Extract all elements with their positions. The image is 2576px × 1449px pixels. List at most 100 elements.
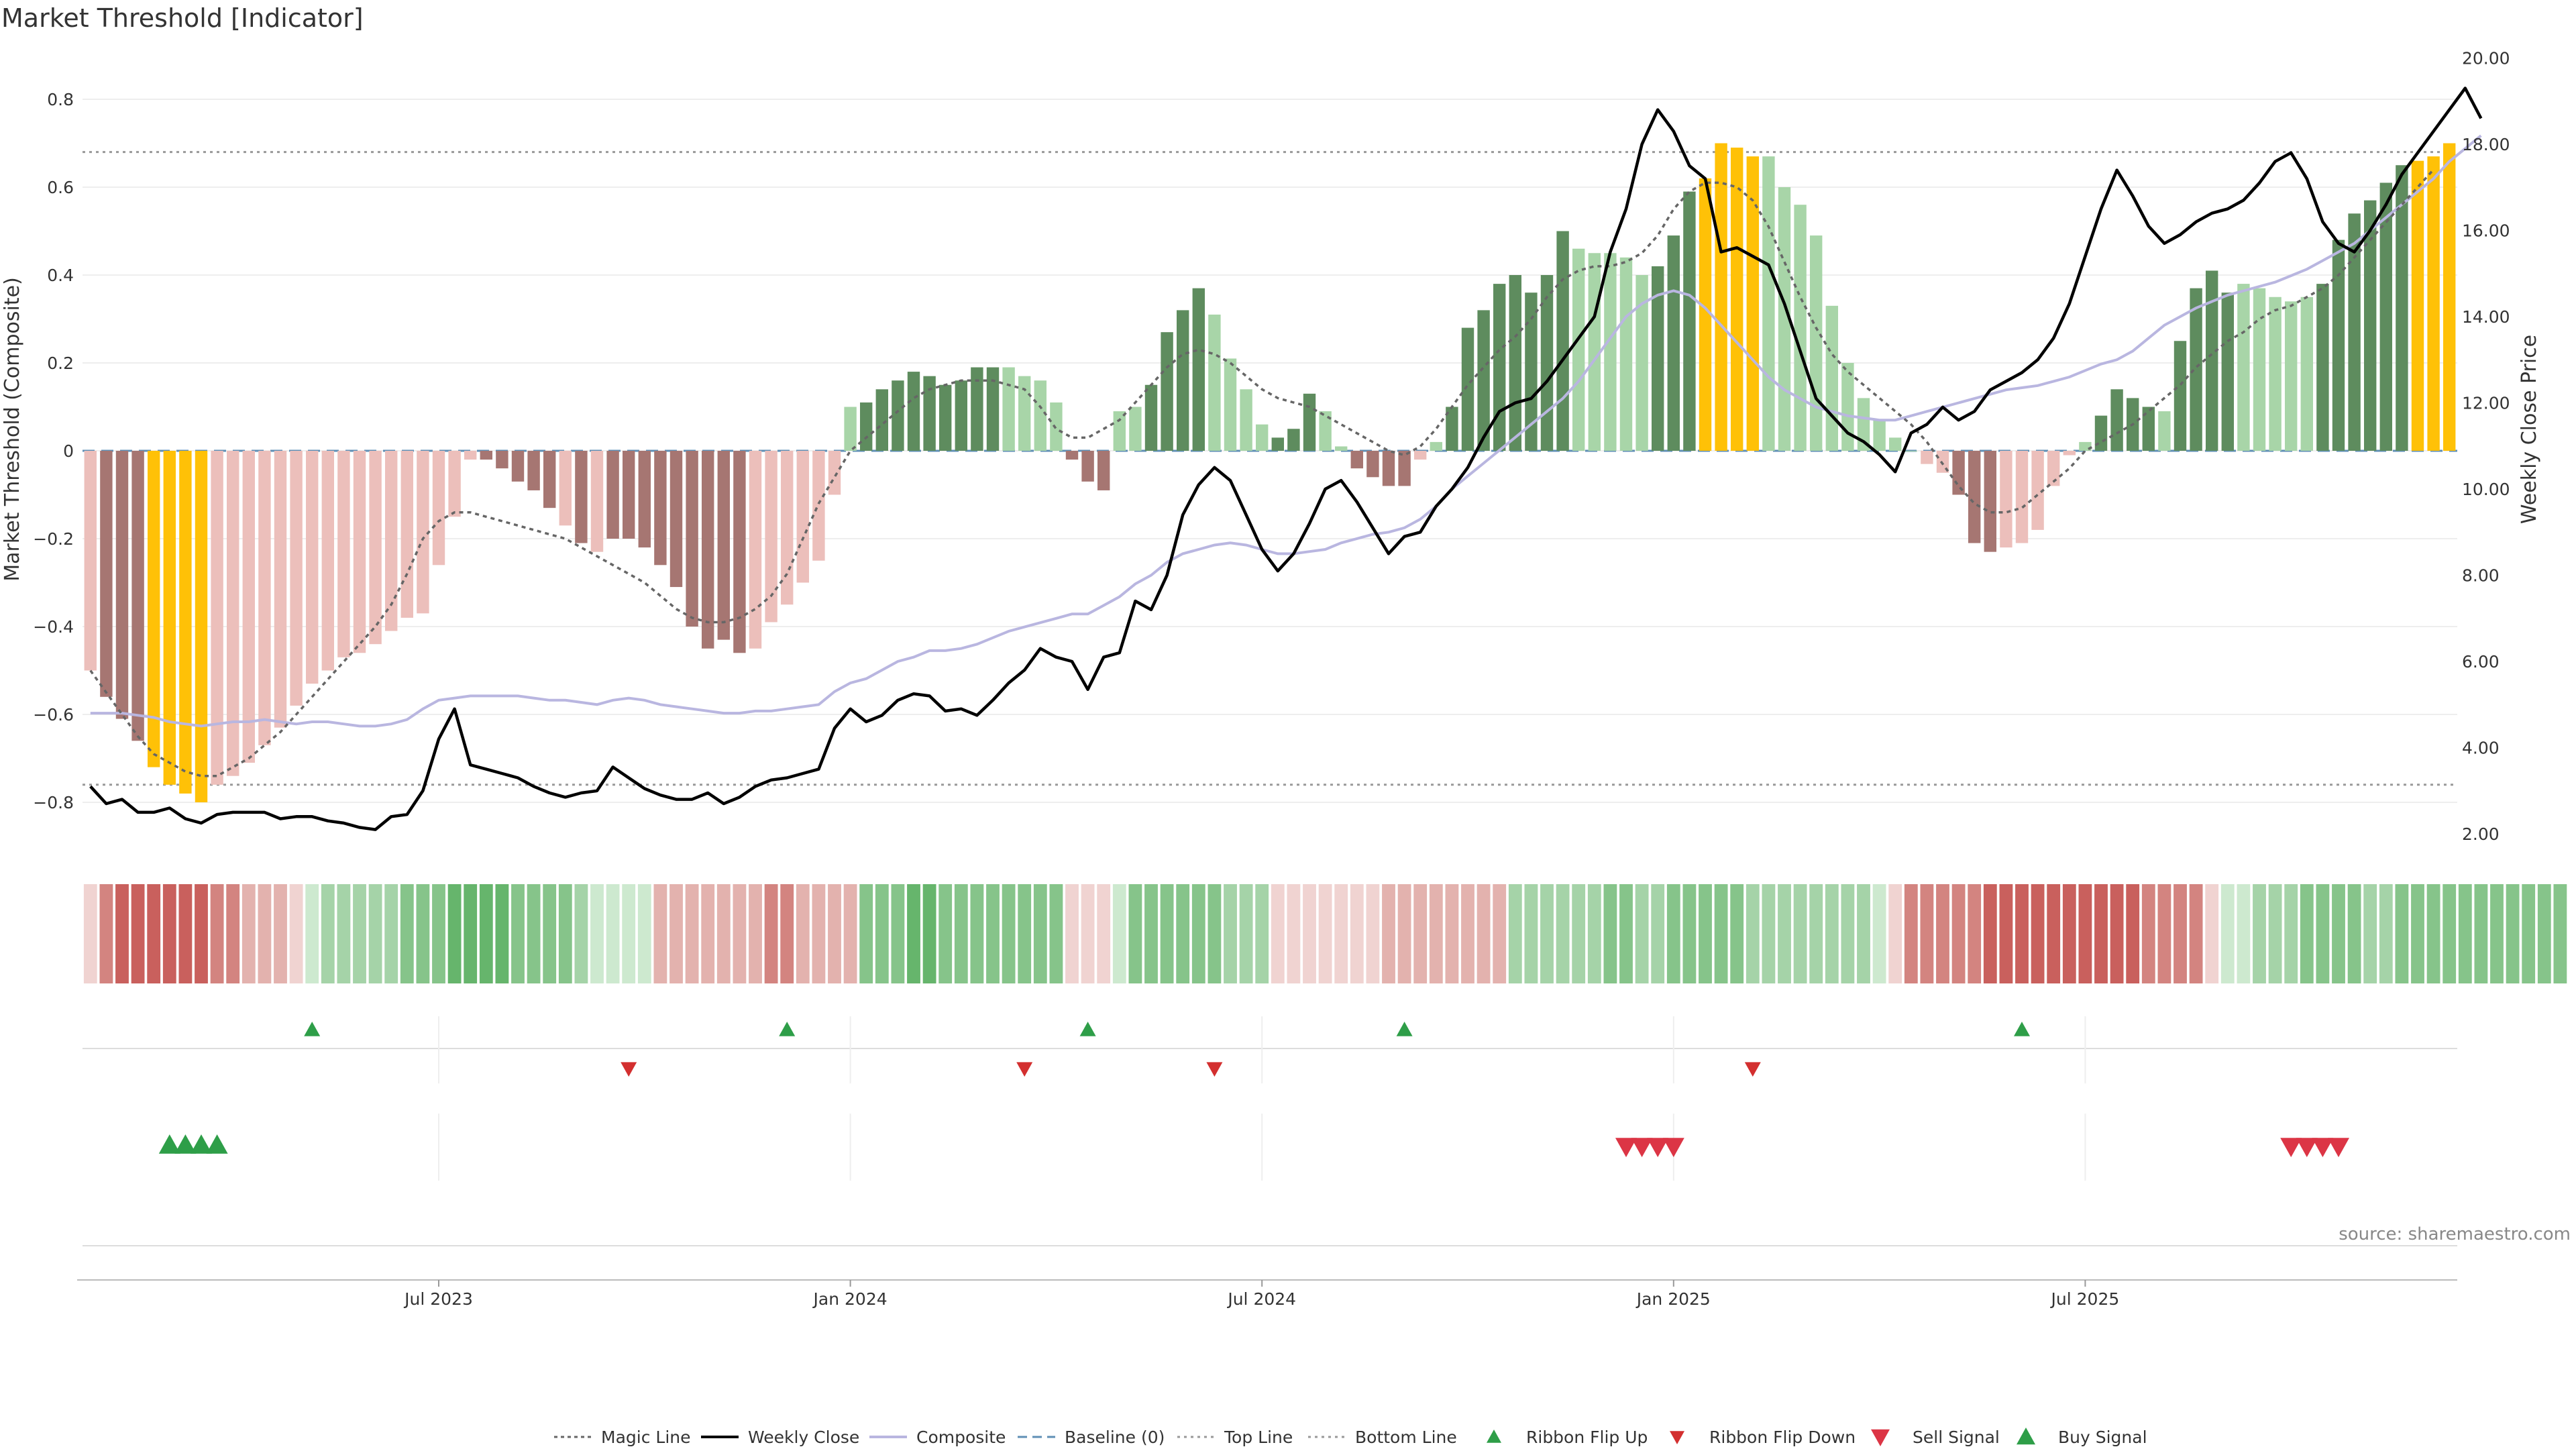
ribbon-cell <box>1429 884 1443 983</box>
ribbon-flip-down-marker <box>1016 1062 1033 1077</box>
composite-bar <box>400 451 414 618</box>
ribbon-cell <box>2047 884 2061 983</box>
ribbon-cell <box>922 884 936 983</box>
composite-bar <box>971 367 983 451</box>
ribbon-cell <box>447 884 462 983</box>
chart-title: Market Threshold [Indicator] <box>1 3 364 33</box>
ribbon-cell <box>2110 884 2124 983</box>
composite-bar <box>195 451 208 802</box>
composite-bar <box>1081 451 1094 482</box>
right-tick-label: 10.00 <box>2462 480 2510 499</box>
right-tick-label: 18.00 <box>2462 135 2510 154</box>
ribbon-cell <box>1239 884 1253 983</box>
ribbon-cell <box>1493 884 1507 983</box>
ribbon-cell <box>1983 884 1997 983</box>
composite-bar <box>2205 270 2218 451</box>
composite-bar <box>1809 235 1823 451</box>
composite-bar <box>2396 165 2408 451</box>
composite-bar <box>1921 451 1933 464</box>
legend-swatch-buy <box>2017 1428 2035 1445</box>
ribbon-cell <box>2141 884 2155 983</box>
signal-panel <box>83 1114 2457 1246</box>
composite-bar <box>749 451 762 649</box>
left-tick-label: −0.6 <box>33 705 74 724</box>
composite-bar <box>1287 429 1300 451</box>
ribbon-cell <box>1445 884 1459 983</box>
composite-bar <box>1192 288 1205 451</box>
source-credit: source: sharemaestro.com <box>2339 1224 2571 1244</box>
ribbon-cell <box>1540 884 1554 983</box>
composite-bar <box>2015 451 2029 543</box>
ribbon-cell <box>1271 884 1285 983</box>
composite-bar <box>828 451 841 495</box>
ribbon-flip-down-marker <box>1206 1062 1223 1077</box>
composite-bar <box>274 451 287 728</box>
ribbon-flip-up-marker <box>2014 1022 2030 1036</box>
ribbon-cell <box>241 884 256 983</box>
ribbon-cell <box>195 884 208 983</box>
composite-bar <box>2269 297 2282 451</box>
ribbon-cell <box>637 884 651 983</box>
x-tick-label: Jan 2025 <box>1635 1289 1711 1309</box>
ribbon-cell <box>1191 884 1205 983</box>
ribbon-cell <box>2426 884 2440 983</box>
composite-bar <box>733 451 746 653</box>
composite-bar <box>2427 156 2440 451</box>
ribbon-cell <box>875 884 889 983</box>
sell-signal-marker <box>1662 1138 1684 1157</box>
composite-bar <box>2142 407 2155 451</box>
composite-bar <box>1208 314 1221 451</box>
composite-bar <box>938 384 952 451</box>
ribbon-cell <box>400 884 414 983</box>
ribbon-cell <box>1746 884 1760 983</box>
ribbon-cell <box>2332 884 2345 983</box>
composite-bar <box>1034 380 1047 451</box>
left-tick-label: 0.2 <box>47 354 74 373</box>
ribbon-cell <box>1033 884 1047 983</box>
ribbon-cell <box>1635 884 1649 983</box>
legend-label: Bottom Line <box>1355 1428 1457 1447</box>
ribbon-cell <box>2284 884 2298 983</box>
ribbon-cell <box>1825 884 1839 983</box>
ribbon-cell <box>938 884 953 983</box>
legend-swatch-sell <box>1871 1429 1890 1446</box>
ribbon-cell <box>1397 884 1411 983</box>
ribbon-cell <box>1951 884 1966 983</box>
composite-bar <box>384 451 398 631</box>
composite-bar <box>892 380 904 451</box>
composite-bar <box>305 451 319 684</box>
legend-label: Baseline (0) <box>1065 1428 1165 1447</box>
composite-bar <box>179 451 192 794</box>
ribbon-cell <box>2189 884 2203 983</box>
ribbon-cell <box>1857 884 1870 983</box>
ribbon-cell <box>716 884 731 983</box>
ribbon-cell <box>1350 884 1364 983</box>
composite-bar <box>1730 148 1743 451</box>
ribbon-cell <box>1762 884 1776 983</box>
ribbon-cell <box>954 884 968 983</box>
composite-bar <box>147 451 160 767</box>
ribbon-flip-panel <box>83 1016 2457 1083</box>
composite-bar <box>1936 451 1949 473</box>
ribbon-flip-up-marker <box>1396 1022 1413 1036</box>
composite-bar <box>1683 191 1696 451</box>
ribbon-cell <box>162 884 176 983</box>
ribbon-cell <box>2363 884 2377 983</box>
right-tick-label: 20.00 <box>2462 49 2510 68</box>
sell-signal-marker <box>2296 1138 2318 1157</box>
composite-bar <box>1572 248 1585 451</box>
ribbon-cell <box>1888 884 1902 983</box>
ribbon-cell <box>828 884 841 983</box>
ribbon-cell <box>749 884 762 983</box>
ribbon-cell <box>479 884 493 983</box>
composite-bar <box>2284 301 2298 451</box>
composite-bar <box>844 407 857 451</box>
ribbon-cell <box>2205 884 2219 983</box>
right-axis-label: Weekly Close Price <box>2518 335 2541 524</box>
ribbon-cell <box>558 884 572 983</box>
ribbon-cell <box>2411 884 2424 983</box>
ribbon-cell <box>1160 884 1174 983</box>
ribbon-strip <box>83 884 2567 983</box>
composite-bar <box>701 451 714 649</box>
ribbon-cell <box>907 884 920 983</box>
